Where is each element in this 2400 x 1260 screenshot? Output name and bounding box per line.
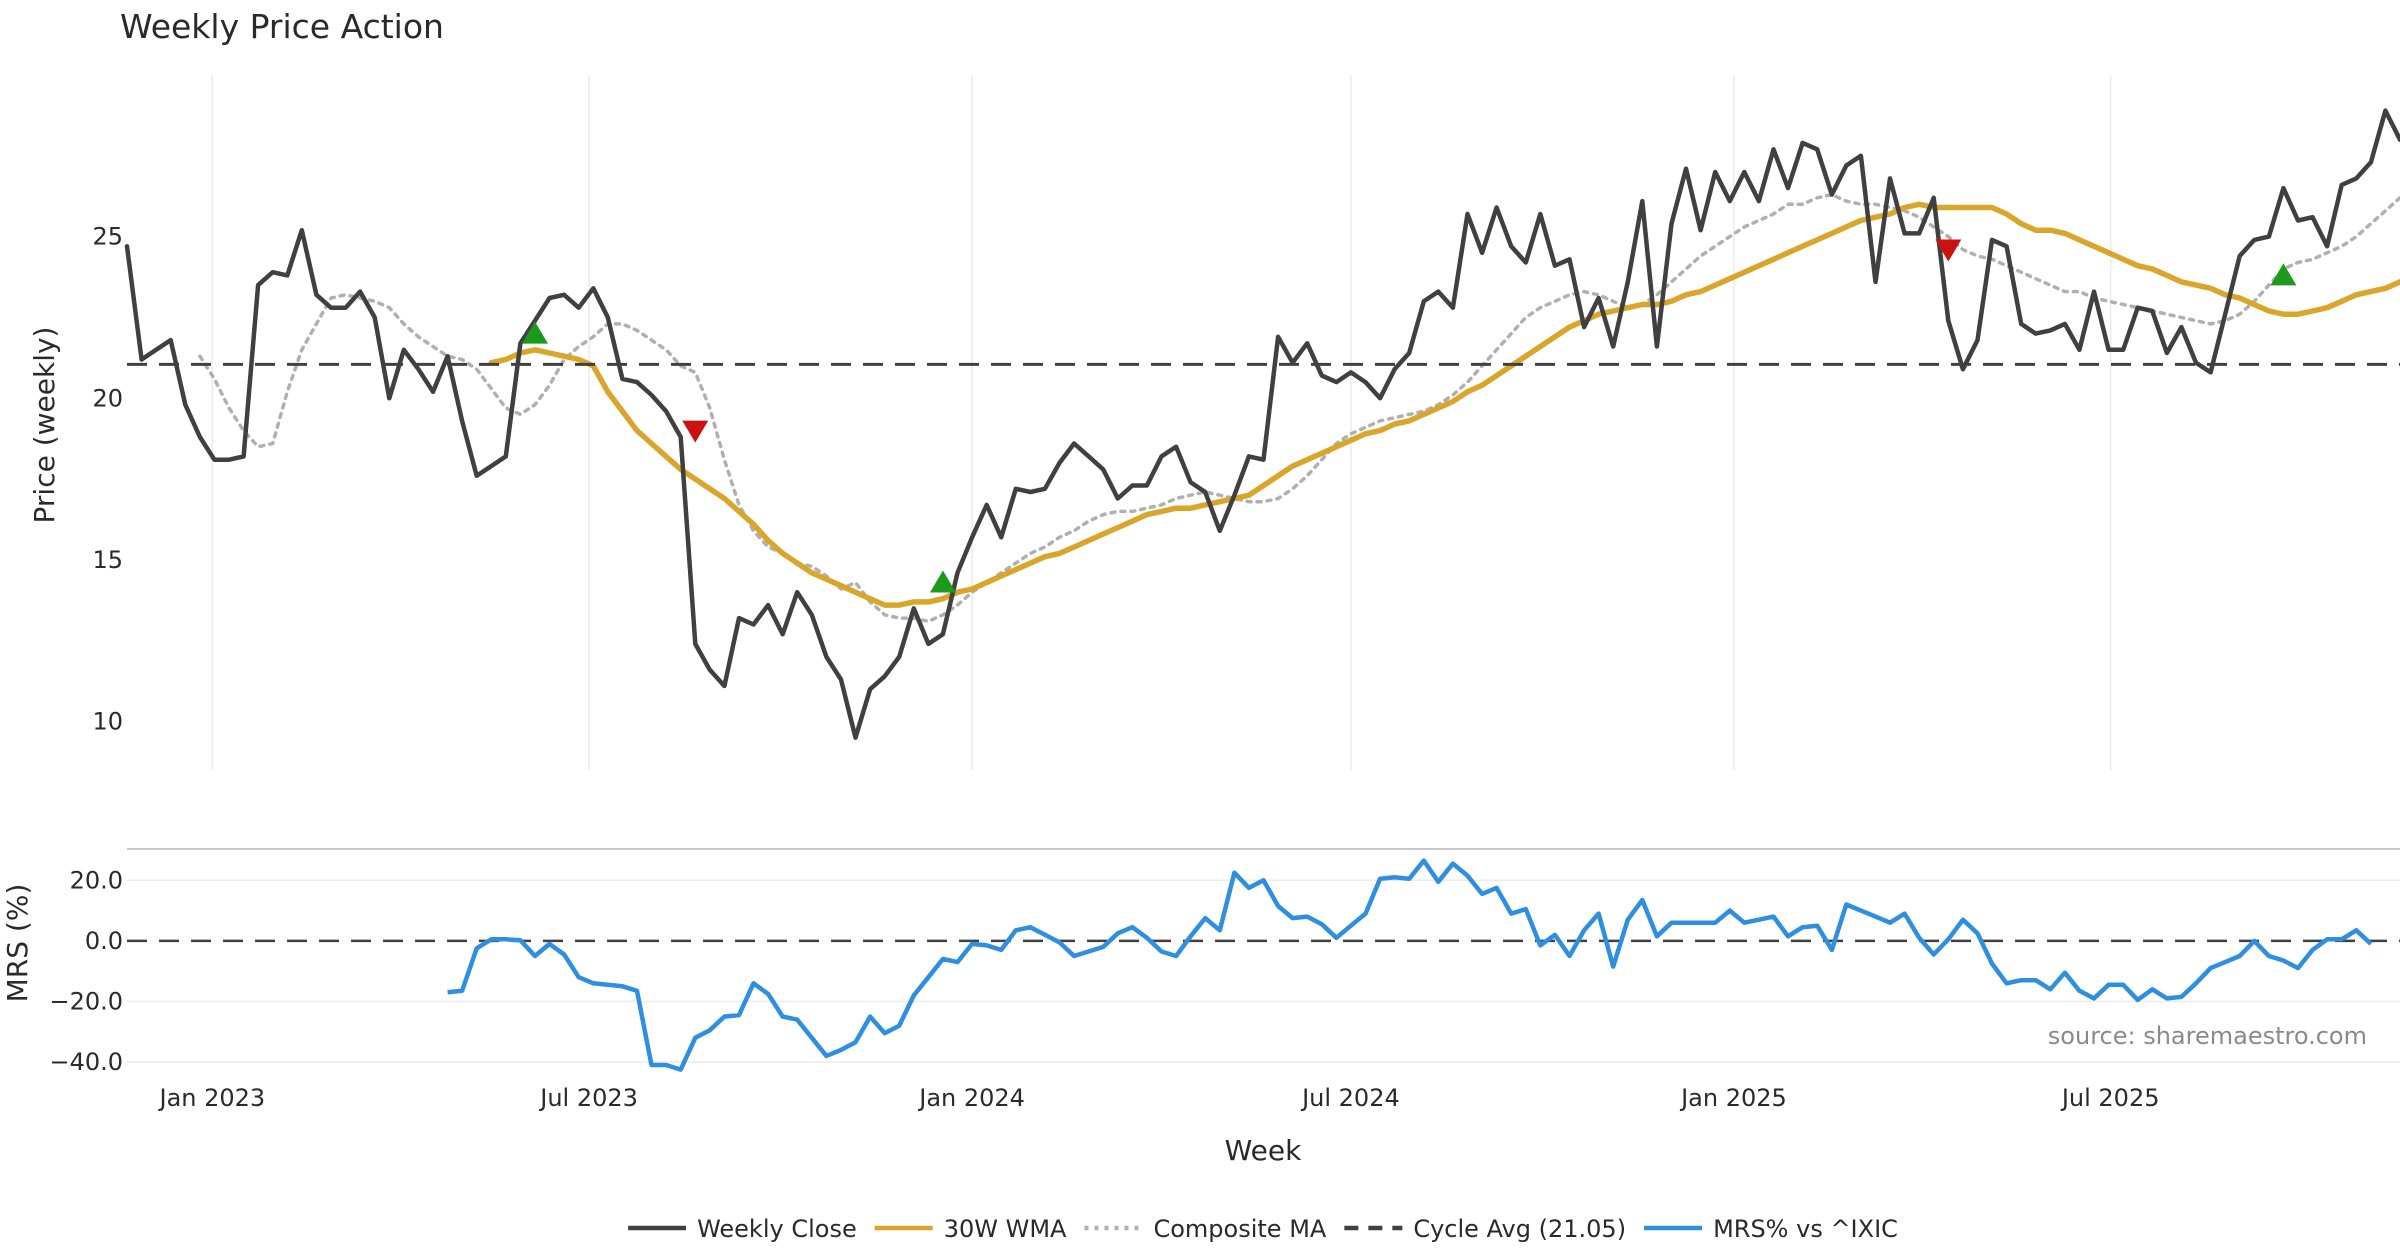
series-line-composite-ma [198, 192, 2400, 624]
legend-label: Composite MA [1153, 1215, 1326, 1243]
price-y-tick-label: 10 [92, 708, 123, 736]
x-axis-ticks: Jan 2023 Jul 2023 Jan 2024 Jul 2024 Jan 2025… [157, 1084, 2159, 1112]
mrs-panel-series [447, 858, 2373, 1072]
legend-label: Weekly Close [697, 1215, 857, 1243]
price-y-tick-label: 15 [92, 546, 123, 574]
buy-signal-marker [929, 570, 956, 593]
sell-signal-marker [682, 420, 709, 443]
mrs-y-tick-label: −40.0 [49, 1048, 123, 1076]
series-line-30w-wma [488, 201, 2400, 608]
mrs-panel-y-ticks: −40.0 −20.0 0.0 20.0 [49, 866, 123, 1076]
chart-title: Weekly Price Action [120, 7, 444, 46]
sell-signal-marker [1935, 239, 1962, 262]
x-tick-label: Jan 2025 [1679, 1084, 1787, 1112]
x-axis-label: Week [1225, 1134, 1302, 1167]
price-panel-y-ticks: 10 15 20 25 [92, 223, 123, 736]
buy-signal-marker [2270, 263, 2297, 286]
source-note: source: sharemaestro.com [2048, 1022, 2367, 1050]
x-tick-label: Jan 2024 [917, 1084, 1025, 1112]
x-tick-label: Jul 2023 [538, 1084, 638, 1112]
price-panel-series [124, 108, 2400, 740]
series-line-mrs [447, 858, 2373, 1072]
x-tick-label: Jul 2024 [1300, 1084, 1400, 1112]
signal-markers [521, 239, 2297, 593]
price-y-axis-label: Price (weekly) [28, 327, 61, 524]
legend-label: 30W WMA [944, 1215, 1067, 1243]
legend-label: Cycle Avg (21.05) [1413, 1215, 1626, 1243]
legend-label: MRS% vs ^IXIC [1713, 1215, 1898, 1243]
price-y-tick-label: 20 [92, 384, 123, 412]
mrs-y-axis-label: MRS (%) [1, 884, 34, 1003]
legend: Weekly Close 30W WMA Composite MA Cycle Avg… [628, 1215, 1898, 1243]
mrs-y-tick-label: 0.0 [85, 927, 123, 955]
series-line-weekly-close [124, 108, 2400, 740]
mrs-y-tick-label: −20.0 [49, 987, 123, 1015]
buy-signal-marker [521, 321, 548, 344]
x-tick-label: Jan 2023 [157, 1084, 265, 1112]
x-tick-label: Jul 2025 [2060, 1084, 2160, 1112]
price-y-tick-label: 25 [92, 223, 123, 251]
mrs-y-tick-label: 20.0 [70, 866, 123, 894]
mrs-panel-grid [127, 879, 2400, 1063]
